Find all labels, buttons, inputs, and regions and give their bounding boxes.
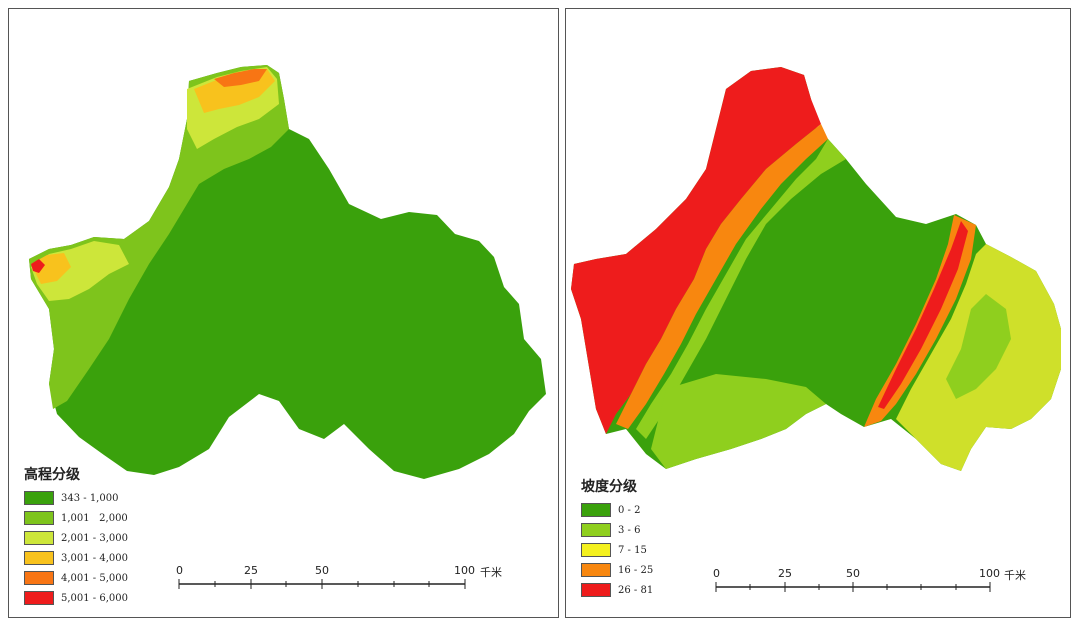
highland-band bbox=[214, 69, 267, 87]
scale-tick-label: 25 bbox=[778, 567, 792, 580]
legend-title: 坡度分级 bbox=[581, 479, 637, 495]
scale-bar: 0 25 50 100 千米 bbox=[711, 565, 1026, 605]
legend-swatch bbox=[581, 583, 611, 597]
region-shape bbox=[29, 65, 546, 479]
legend-label: 343 - 1,000 bbox=[61, 492, 119, 504]
scale-tick-label: 50 bbox=[315, 564, 329, 577]
highland-band bbox=[31, 259, 45, 273]
legend-item: 26 - 81 bbox=[581, 580, 653, 600]
slope-zone bbox=[878, 221, 968, 409]
slope-zone bbox=[946, 294, 1011, 399]
legend-swatch bbox=[581, 543, 611, 557]
legend-swatch bbox=[24, 491, 54, 505]
scale-unit: 千米 bbox=[1004, 569, 1026, 582]
elevation-map-panel: 高程分级 343 - 1,000 1,001 2,000 2,001 - 3,000… bbox=[8, 8, 559, 618]
slope-zone bbox=[616, 124, 828, 429]
highland-band bbox=[29, 65, 289, 409]
legend-swatch bbox=[24, 531, 54, 545]
scale-bar: 0 25 50 100 千米 bbox=[174, 564, 502, 604]
legend-swatch bbox=[24, 571, 54, 585]
legend-item: 16 - 25 bbox=[581, 560, 653, 580]
scale-tick-label: 0 bbox=[176, 564, 183, 577]
legend-item: 5,001 - 6,000 bbox=[24, 588, 128, 608]
scale-tick-label: 100 bbox=[454, 564, 475, 577]
legend-swatch bbox=[581, 503, 611, 517]
elevation-map bbox=[29, 65, 546, 479]
slope-zone bbox=[651, 374, 826, 469]
scale-tick-label: 100 bbox=[979, 567, 1000, 580]
legend-label: 3 - 6 bbox=[618, 524, 641, 536]
legend-swatch bbox=[581, 523, 611, 537]
legend-label: 16 - 25 bbox=[618, 564, 654, 576]
scale-tick-label: 50 bbox=[846, 567, 860, 580]
legend-swatch bbox=[24, 551, 54, 565]
legend-item: 3,001 - 4,000 bbox=[24, 548, 128, 568]
slope-map bbox=[571, 67, 1061, 471]
legend-label: 2,001 - 3,000 bbox=[61, 532, 128, 544]
elevation-legend: 高程分级 343 - 1,000 1,001 2,000 2,001 - 3,000… bbox=[24, 464, 128, 608]
legend-swatch bbox=[581, 563, 611, 577]
legend-swatch bbox=[24, 511, 54, 525]
slope-zone bbox=[636, 139, 846, 439]
legend-label: 3,001 - 4,000 bbox=[61, 552, 128, 564]
highland-band bbox=[31, 253, 71, 284]
scale-tick-label: 25 bbox=[244, 564, 258, 577]
slope-legend: 坡度分级 0 - 2 3 - 6 7 - 15 16 - 25 26 - 81 bbox=[581, 476, 653, 600]
slope-zone bbox=[571, 67, 821, 434]
legend-label: 7 - 15 bbox=[618, 544, 647, 556]
legend-label: 26 - 81 bbox=[618, 584, 654, 596]
legend-title: 高程分级 bbox=[24, 467, 80, 483]
legend-item: 4,001 - 5,000 bbox=[24, 568, 128, 588]
scale-unit: 千米 bbox=[480, 566, 502, 579]
slope-map-panel: 坡度分级 0 - 2 3 - 6 7 - 15 16 - 25 26 - 81 0 25… bbox=[565, 8, 1071, 618]
legend-item: 7 - 15 bbox=[581, 540, 653, 560]
legend-label: 0 - 2 bbox=[618, 504, 641, 516]
legend-swatch bbox=[24, 591, 54, 605]
legend-item: 1,001 2,000 bbox=[24, 508, 128, 528]
scale-tick-label: 0 bbox=[713, 567, 720, 580]
legend-item: 0 - 2 bbox=[581, 500, 653, 520]
legend-label: 5,001 - 6,000 bbox=[61, 592, 128, 604]
legend-item: 343 - 1,000 bbox=[24, 488, 128, 508]
legend-label: 4,001 - 5,000 bbox=[61, 572, 128, 584]
legend-item: 3 - 6 bbox=[581, 520, 653, 540]
legend-item: 2,001 - 3,000 bbox=[24, 528, 128, 548]
legend-label: 1,001 2,000 bbox=[61, 512, 128, 524]
